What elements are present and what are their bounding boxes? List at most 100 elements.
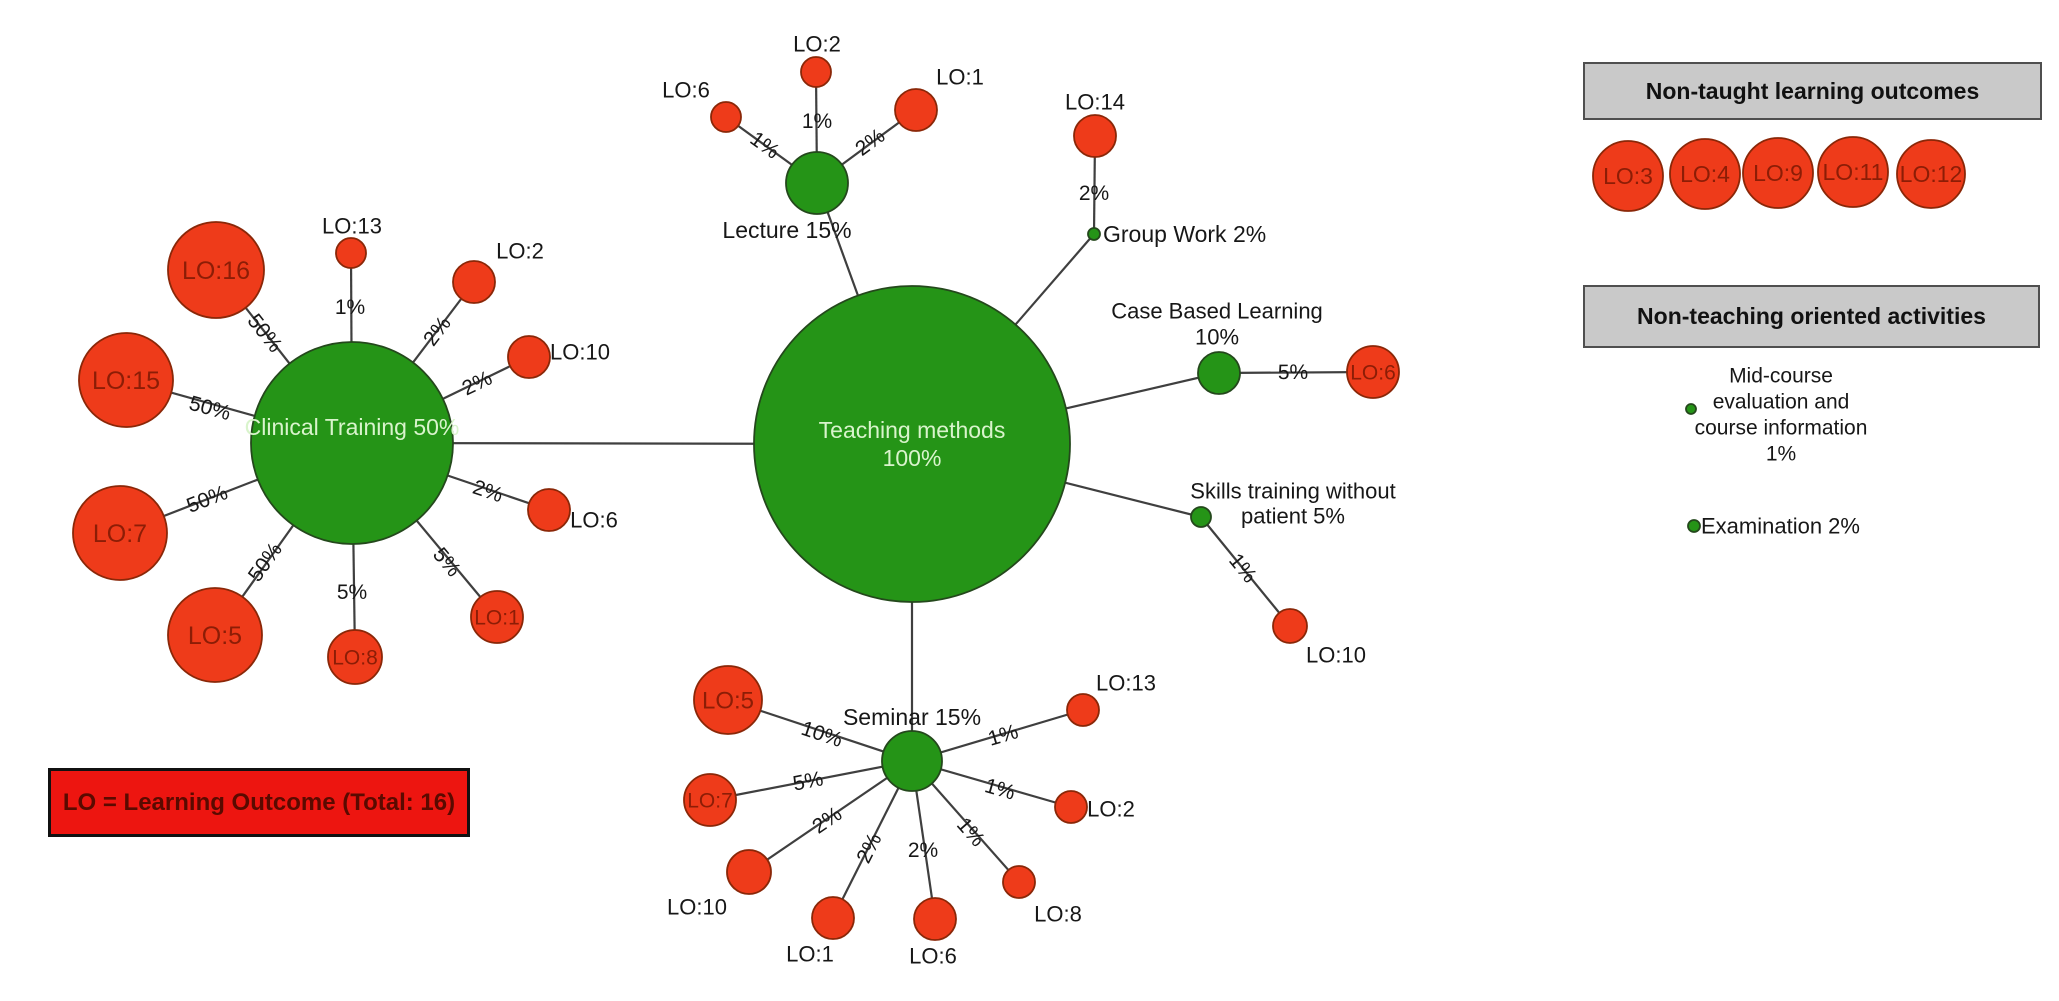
edge-label-clinical-c1: 5% bbox=[428, 543, 465, 581]
edge-label-clinical-c7: 50% bbox=[183, 481, 231, 518]
node-cb6 bbox=[1346, 345, 1400, 399]
label-c15: LO:15 bbox=[92, 367, 160, 395]
label-groupwork: Group Work 2% bbox=[1103, 221, 1266, 247]
node-se1 bbox=[811, 896, 855, 940]
non-teaching-legend-box: Non-teaching oriented activities bbox=[1583, 285, 2040, 348]
edge-label-clinical-c15: 50% bbox=[187, 392, 234, 425]
node-g14 bbox=[1073, 114, 1117, 158]
node-c8 bbox=[327, 629, 383, 685]
label-s10: LO:10 bbox=[1306, 643, 1366, 668]
label-teaching: Teaching methods 100% bbox=[819, 417, 1006, 471]
edge-label-clinical-c6: 2% bbox=[470, 476, 506, 508]
label-c10: LO:10 bbox=[550, 340, 610, 365]
node-s10 bbox=[1272, 608, 1308, 644]
edge-label-clinical-c5: 50% bbox=[244, 539, 287, 587]
node-midcourse bbox=[1685, 403, 1697, 415]
label-l1: LO:1 bbox=[936, 65, 984, 90]
node-cbl bbox=[1197, 351, 1241, 395]
node-clinical bbox=[250, 341, 454, 545]
node-l1 bbox=[894, 88, 938, 132]
label-lecture: Lecture 15% bbox=[722, 217, 851, 243]
label-se8: LO:8 bbox=[1034, 902, 1082, 927]
node-c13 bbox=[335, 237, 367, 269]
label-se13: LO:13 bbox=[1096, 671, 1156, 696]
edge-label-clinical-c13: 1% bbox=[335, 296, 365, 319]
node-exam bbox=[1687, 519, 1701, 533]
edge-label-skills-s10: 1% bbox=[1224, 549, 1261, 587]
non-teaching-legend-title: Non-teaching oriented activities bbox=[1637, 303, 1986, 329]
edge-label-lecture-l1: 2% bbox=[851, 124, 889, 161]
node-l6 bbox=[710, 101, 742, 133]
non-taught-legend-box: Non-taught learning outcomes bbox=[1583, 62, 2042, 120]
node-c5 bbox=[167, 587, 263, 683]
label-c5: LO:5 bbox=[188, 622, 242, 650]
label-exam: Examination 2% bbox=[1701, 514, 1860, 539]
edge-label-seminar-se13: 1% bbox=[985, 720, 1021, 751]
node-lecture bbox=[785, 151, 849, 215]
edge-label-clinical-c2: 2% bbox=[419, 312, 456, 350]
node-n12 bbox=[1896, 139, 1966, 209]
edge-label-seminar-se8: 1% bbox=[952, 813, 989, 851]
edge-label-seminar-se1: 2% bbox=[852, 829, 886, 866]
node-se2 bbox=[1054, 790, 1088, 824]
lo-note-text: LO = Learning Outcome (Total: 16) bbox=[62, 788, 456, 816]
label-n9: LO:9 bbox=[1753, 160, 1803, 186]
node-c1 bbox=[470, 590, 524, 644]
label-l2: LO:2 bbox=[793, 32, 841, 57]
label-se1: LO:1 bbox=[786, 942, 834, 967]
label-n12: LO:12 bbox=[1900, 161, 1963, 187]
label-c13: LO:13 bbox=[322, 214, 382, 239]
label-n11: LO:11 bbox=[1823, 159, 1884, 185]
node-c15 bbox=[78, 332, 174, 428]
node-se5 bbox=[693, 665, 763, 735]
label-clinical: Clinical Training 50% bbox=[245, 414, 460, 440]
edge-label-seminar-se2: 1% bbox=[982, 774, 1018, 805]
node-skills bbox=[1190, 506, 1212, 528]
label-c8: LO:8 bbox=[332, 646, 378, 669]
edge-label-seminar-se6: 2% bbox=[908, 839, 938, 862]
label-se10: LO:10 bbox=[667, 895, 727, 920]
label-c7: LO:7 bbox=[93, 520, 147, 548]
node-groupwork bbox=[1087, 227, 1101, 241]
edge-label-seminar-se7: 5% bbox=[791, 767, 825, 795]
label-se6: LO:6 bbox=[909, 944, 957, 969]
label-g14: LO:14 bbox=[1065, 90, 1125, 115]
edge-seminar-se10 bbox=[748, 760, 913, 873]
non-taught-legend-title: Non-taught learning outcomes bbox=[1645, 77, 1980, 104]
edge-label-lecture-l6: 1% bbox=[746, 127, 784, 163]
lo-note-box: LO = Learning Outcome (Total: 16) bbox=[48, 768, 470, 837]
edge-label-cbl-cb6: 5% bbox=[1278, 361, 1309, 384]
label-n4: LO:4 bbox=[1680, 161, 1730, 187]
node-se13 bbox=[1066, 693, 1100, 727]
edge-label-clinical-c10: 2% bbox=[459, 366, 496, 400]
label-midcourse: Mid-course evaluation and course informati… bbox=[1695, 364, 1868, 465]
label-c1: LO:1 bbox=[474, 606, 520, 629]
label-se7: LO:7 bbox=[687, 789, 733, 812]
node-se7 bbox=[683, 773, 737, 827]
label-l6: LO:6 bbox=[662, 78, 710, 103]
label-c6: LO:6 bbox=[570, 508, 618, 533]
label-c16: LO:16 bbox=[182, 257, 250, 285]
node-n9 bbox=[1742, 137, 1814, 209]
edge-label-seminar-se5: 10% bbox=[798, 717, 845, 752]
label-se2: LO:2 bbox=[1087, 797, 1135, 822]
label-se5: LO:5 bbox=[702, 687, 754, 714]
node-n4 bbox=[1669, 138, 1741, 210]
node-se8 bbox=[1002, 865, 1036, 899]
edge-label-lecture-l2: 1% bbox=[802, 110, 832, 133]
edge-seminar-se7 bbox=[709, 759, 913, 802]
node-seminar bbox=[881, 730, 943, 792]
node-c16 bbox=[167, 221, 265, 319]
label-c2: LO:2 bbox=[496, 239, 544, 264]
edge-label-groupwork-g14: 2% bbox=[1079, 182, 1109, 205]
node-c6 bbox=[527, 488, 571, 532]
label-cbl: Case Based Learning 10% bbox=[1111, 299, 1323, 350]
edge-skills-s10 bbox=[1200, 516, 1291, 627]
label-cb6: LO:6 bbox=[1350, 361, 1396, 384]
node-l2 bbox=[800, 56, 832, 88]
label-n3: LO:3 bbox=[1603, 163, 1653, 189]
label-skills: Skills training without patient 5% bbox=[1190, 479, 1395, 529]
node-se6 bbox=[913, 897, 957, 941]
node-c2 bbox=[452, 260, 496, 304]
